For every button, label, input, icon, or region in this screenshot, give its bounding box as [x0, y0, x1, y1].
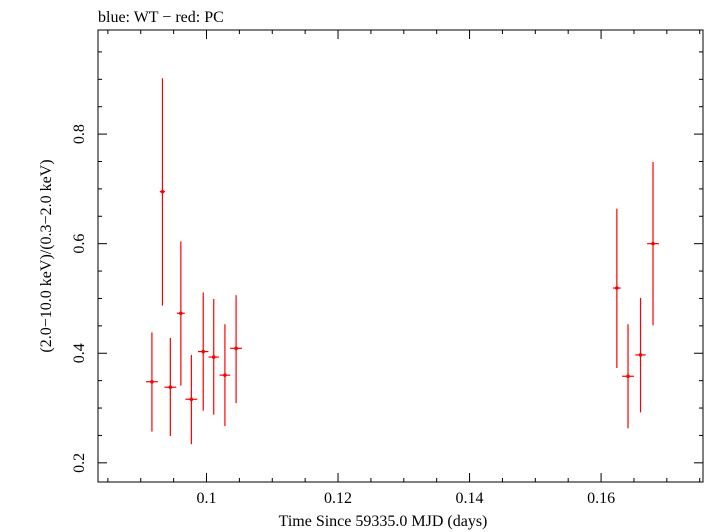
data-point: [635, 297, 646, 413]
data-point: [164, 337, 177, 436]
point-marker: [150, 379, 154, 384]
data-point: [176, 241, 185, 386]
point-marker: [615, 286, 619, 290]
data-point: [146, 332, 158, 432]
point-marker: [234, 346, 238, 351]
point-marker: [223, 373, 227, 377]
x-axis-label: Time Since 59335.0 MJD (days): [279, 513, 488, 530]
chart-title: blue: WT − red: PC: [98, 9, 224, 26]
x-tick-label: 0.14: [456, 490, 484, 507]
plot-frame: [97, 29, 704, 483]
point-marker: [626, 374, 630, 379]
point-marker: [201, 349, 206, 354]
data-point: [159, 78, 166, 306]
x-tick-label: 0.1: [197, 490, 217, 507]
x-tick-label: 0.16: [587, 490, 615, 507]
y-tick-label: 0.8: [71, 124, 88, 144]
y-tick-label: 0.6: [71, 234, 88, 254]
point-marker: [211, 355, 216, 359]
point-marker: [168, 385, 173, 390]
data-point: [230, 295, 243, 404]
data-point: [197, 292, 209, 411]
data-point: [219, 324, 231, 427]
data-point: [647, 162, 659, 326]
axis-ticks: 0.1 0.12 0.14 0.16 0.2 0.4 0.6 0.8: [71, 30, 703, 507]
y-tick-label: 0.2: [71, 453, 88, 473]
data-point: [185, 354, 198, 445]
data-point: [612, 208, 621, 369]
x-tick-label: 0.12: [324, 490, 352, 507]
point-marker: [160, 189, 165, 194]
y-tick-label: 0.4: [71, 343, 88, 363]
point-marker: [638, 353, 643, 357]
point-marker: [189, 397, 194, 402]
point-marker: [179, 311, 183, 316]
y-axis-label: (2.0−10.0 keV)/(0.3−2.0 keV): [38, 159, 55, 352]
data-point: [208, 299, 219, 415]
data-points: [146, 78, 659, 445]
data-point: [622, 324, 634, 429]
point-marker: [651, 241, 655, 246]
